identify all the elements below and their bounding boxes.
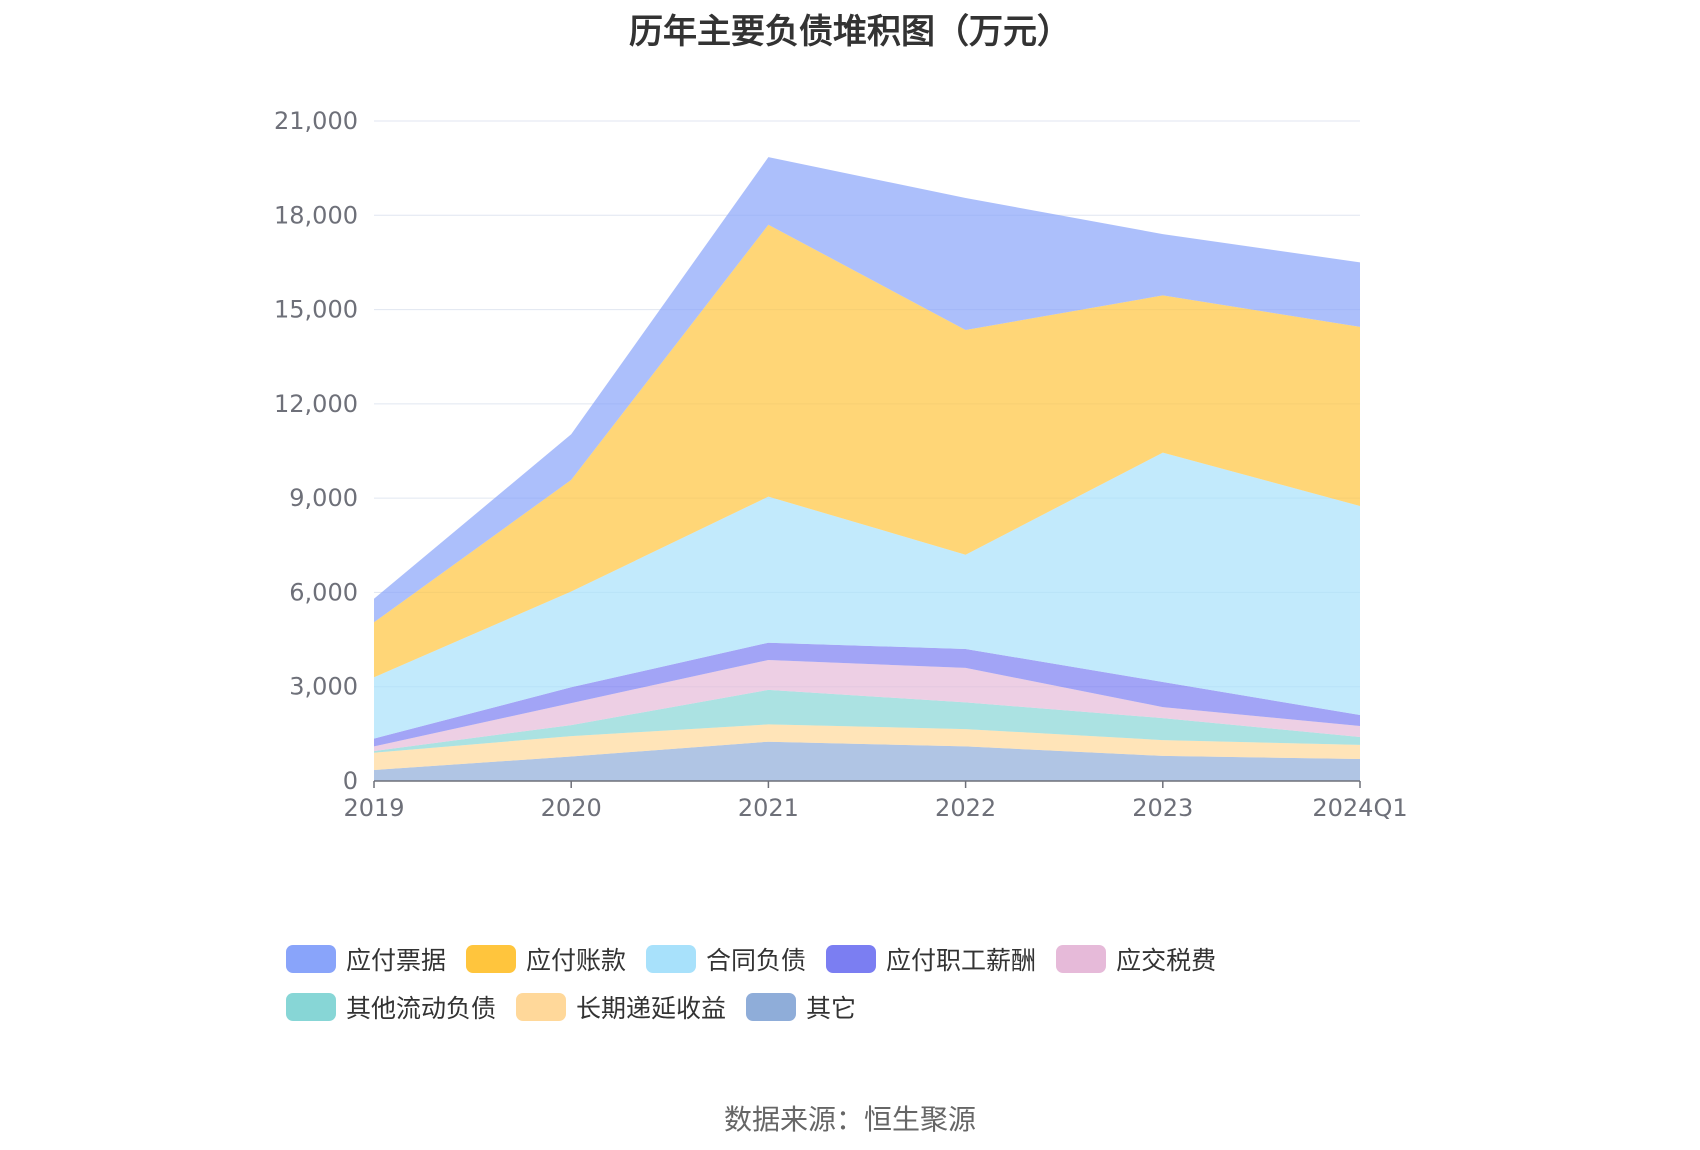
y-tick-label: 12,000 <box>274 390 358 418</box>
legend-swatch <box>516 993 567 1021</box>
legend-label: 长期递延收益 <box>576 994 727 1023</box>
chart-title: 历年主要负债堆积图（万元） <box>629 12 1071 52</box>
series-area <box>374 452 1360 739</box>
y-tick-label: 0 <box>343 767 358 795</box>
legend-item-payroll-payable[interactable]: 应付职工薪酬 <box>826 942 1036 976</box>
stacked-area-chart: 0 3,000 6,000 9,000 12,000 15,000 18,000 21,000… <box>274 107 1408 822</box>
legend-swatch <box>1056 945 1107 973</box>
legend-label: 其它 <box>806 994 857 1023</box>
series-area <box>374 224 1360 678</box>
legend-item-other[interactable]: 其它 <box>746 990 856 1024</box>
y-tick-label: 18,000 <box>274 201 358 229</box>
legend-item-taxes-payable[interactable]: 应交税费 <box>1056 942 1216 976</box>
series-areas <box>374 157 1360 781</box>
legend-item-contract-liabilities[interactable]: 合同负债 <box>646 942 806 976</box>
legend-label: 其他流动负债 <box>346 994 497 1023</box>
x-tick-label: 2020 <box>541 794 602 822</box>
data-source: 数据来源：恒生聚源 <box>723 1103 976 1136</box>
legend-swatch <box>646 945 697 973</box>
legend-item-deferred-income[interactable]: 长期递延收益 <box>516 990 726 1024</box>
legend-label: 应付账款 <box>526 946 627 975</box>
legend-label: 应交税费 <box>1116 946 1217 975</box>
y-tick-label: 9,000 <box>289 484 358 512</box>
x-tick-label: 2023 <box>1132 794 1193 822</box>
legend-label: 应付票据 <box>346 946 447 975</box>
legend-item-accounts-payable[interactable]: 应付账款 <box>466 942 626 976</box>
y-tick-label: 6,000 <box>289 578 358 606</box>
x-tick-label: 2019 <box>343 794 404 822</box>
legend-label: 应付职工薪酬 <box>886 946 1037 975</box>
legend-item-notes-payable[interactable]: 应付票据 <box>286 942 446 976</box>
x-tick-label: 2021 <box>738 794 799 822</box>
legend: 应付票据 应付账款 合同负债 应付职工薪酬 应交税费 其他流动负债 长期递延收益 <box>286 942 1446 1024</box>
y-tick-label: 15,000 <box>274 296 358 324</box>
legend-swatch <box>746 993 797 1021</box>
legend-item-other-current-liabilities[interactable]: 其他流动负债 <box>286 990 496 1024</box>
series-area <box>374 741 1360 781</box>
y-tick-label: 21,000 <box>274 107 358 135</box>
series-area <box>374 157 1360 623</box>
series-area <box>374 642 1360 747</box>
legend-swatch <box>286 993 336 1021</box>
series-area <box>374 724 1360 770</box>
legend-swatch <box>466 945 517 973</box>
axes: 0 3,000 6,000 9,000 12,000 15,000 18,000 21,000… <box>274 107 1408 822</box>
legend-swatch <box>286 945 336 973</box>
y-tick-label: 3,000 <box>289 673 358 701</box>
series-area <box>374 689 1360 753</box>
x-tick-label: 2022 <box>935 794 996 822</box>
series-area <box>374 660 1360 752</box>
x-tick-label: 2024Q1 <box>1312 794 1407 822</box>
legend-label: 合同负债 <box>706 946 807 975</box>
legend-swatch <box>826 945 877 973</box>
